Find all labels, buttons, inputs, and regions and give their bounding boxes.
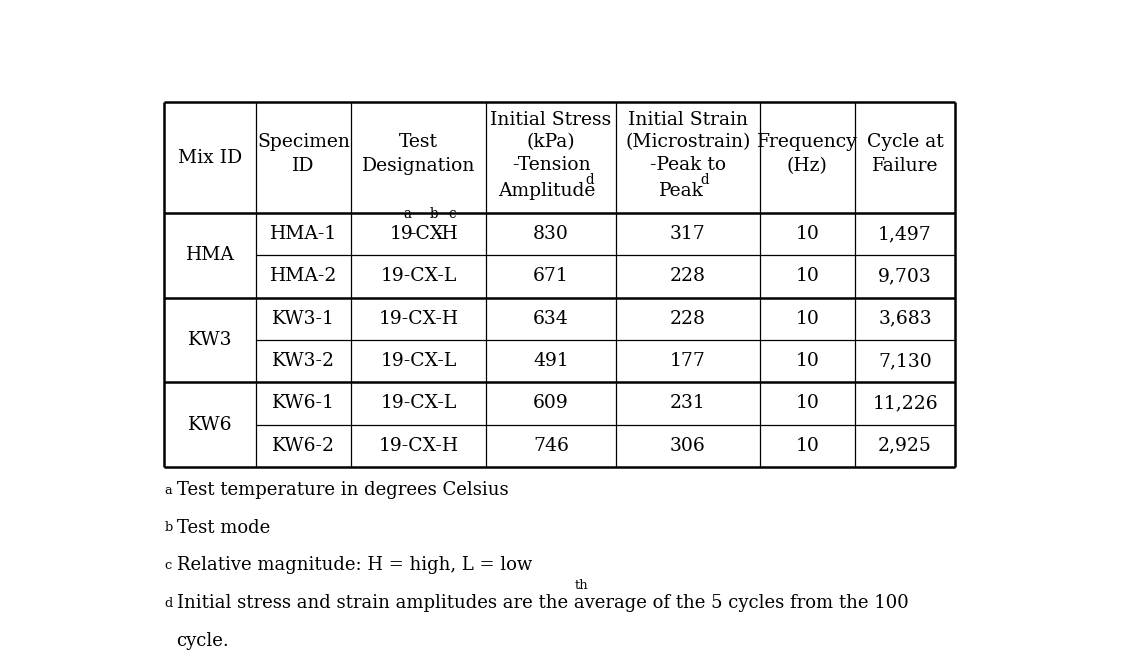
Text: 10: 10	[796, 310, 819, 328]
Text: 231: 231	[670, 395, 706, 412]
Text: 10: 10	[796, 225, 819, 243]
Text: d: d	[585, 173, 593, 186]
Text: 11,226: 11,226	[872, 395, 938, 412]
Text: 19-CX-L: 19-CX-L	[380, 267, 456, 285]
Text: 19-CX-L: 19-CX-L	[380, 352, 456, 370]
Text: 746: 746	[534, 437, 569, 455]
Text: 228: 228	[670, 267, 706, 285]
Text: Test: Test	[399, 133, 438, 151]
Text: 2,925: 2,925	[878, 437, 932, 455]
Text: 10: 10	[796, 395, 819, 412]
Text: 10: 10	[796, 267, 819, 285]
Text: th: th	[574, 579, 587, 592]
Text: b: b	[429, 207, 438, 221]
Text: 19: 19	[390, 225, 414, 243]
Text: Frequency: Frequency	[757, 133, 858, 151]
Text: (Hz): (Hz)	[787, 157, 827, 176]
Text: Test temperature in degrees Celsius: Test temperature in degrees Celsius	[177, 481, 508, 499]
Text: KW6-1: KW6-1	[272, 395, 335, 412]
Text: HMA-1: HMA-1	[270, 225, 337, 243]
Text: Relative magnitude: H = high, L = low: Relative magnitude: H = high, L = low	[177, 556, 531, 574]
Text: Amplitude: Amplitude	[498, 182, 595, 200]
Text: Mix ID: Mix ID	[178, 149, 242, 167]
Text: 9,703: 9,703	[878, 267, 932, 285]
Text: 671: 671	[534, 267, 569, 285]
Text: Cycle at: Cycle at	[867, 133, 944, 151]
Text: KW6-2: KW6-2	[272, 437, 335, 455]
Text: 7,130: 7,130	[878, 352, 932, 370]
Text: Initial Stress: Initial Stress	[490, 111, 612, 129]
Text: c: c	[165, 559, 172, 572]
Text: c: c	[448, 207, 455, 221]
Text: 830: 830	[534, 225, 569, 243]
Text: 177: 177	[670, 352, 706, 370]
Text: Peak: Peak	[659, 182, 704, 200]
Text: -CX: -CX	[409, 225, 443, 243]
Text: a: a	[165, 484, 173, 496]
Text: ID: ID	[293, 157, 315, 176]
Text: 634: 634	[534, 310, 569, 328]
Text: 1,497: 1,497	[878, 225, 932, 243]
Text: d: d	[165, 596, 173, 610]
Text: (Microstrain): (Microstrain)	[626, 133, 751, 151]
Text: a: a	[402, 207, 411, 221]
Text: (kPa): (kPa)	[527, 133, 575, 151]
Text: Failure: Failure	[872, 157, 938, 176]
Text: KW6: KW6	[188, 415, 232, 433]
Text: HMA: HMA	[186, 247, 234, 264]
Text: 306: 306	[670, 437, 706, 455]
Text: Test mode: Test mode	[177, 519, 270, 537]
Text: Initial Strain: Initial Strain	[628, 111, 748, 129]
Text: d: d	[700, 173, 708, 186]
Text: 609: 609	[534, 395, 569, 412]
Text: -H: -H	[435, 225, 457, 243]
Text: 10: 10	[796, 437, 819, 455]
Text: Designation: Designation	[362, 157, 475, 176]
Text: 317: 317	[670, 225, 706, 243]
Text: HMA-2: HMA-2	[270, 267, 337, 285]
Text: 10: 10	[796, 352, 819, 370]
Text: 19-CX-H: 19-CX-H	[379, 437, 458, 455]
Text: b: b	[165, 521, 173, 534]
Text: Initial stress and strain amplitudes are the average of the 5 cycles from the 10: Initial stress and strain amplitudes are…	[177, 594, 908, 612]
Text: KW3-2: KW3-2	[272, 352, 335, 370]
Text: KW3: KW3	[188, 331, 232, 349]
Text: 3,683: 3,683	[878, 310, 932, 328]
Text: cycle.: cycle.	[177, 632, 230, 650]
Text: -Peak to: -Peak to	[650, 156, 726, 174]
Text: KW3-1: KW3-1	[272, 310, 335, 328]
Text: 491: 491	[534, 352, 569, 370]
Text: -Tension: -Tension	[512, 156, 591, 174]
Text: 19-CX-L: 19-CX-L	[380, 395, 456, 412]
Text: Specimen: Specimen	[257, 133, 350, 151]
Text: 228: 228	[670, 310, 706, 328]
Text: 19-CX-H: 19-CX-H	[379, 310, 458, 328]
